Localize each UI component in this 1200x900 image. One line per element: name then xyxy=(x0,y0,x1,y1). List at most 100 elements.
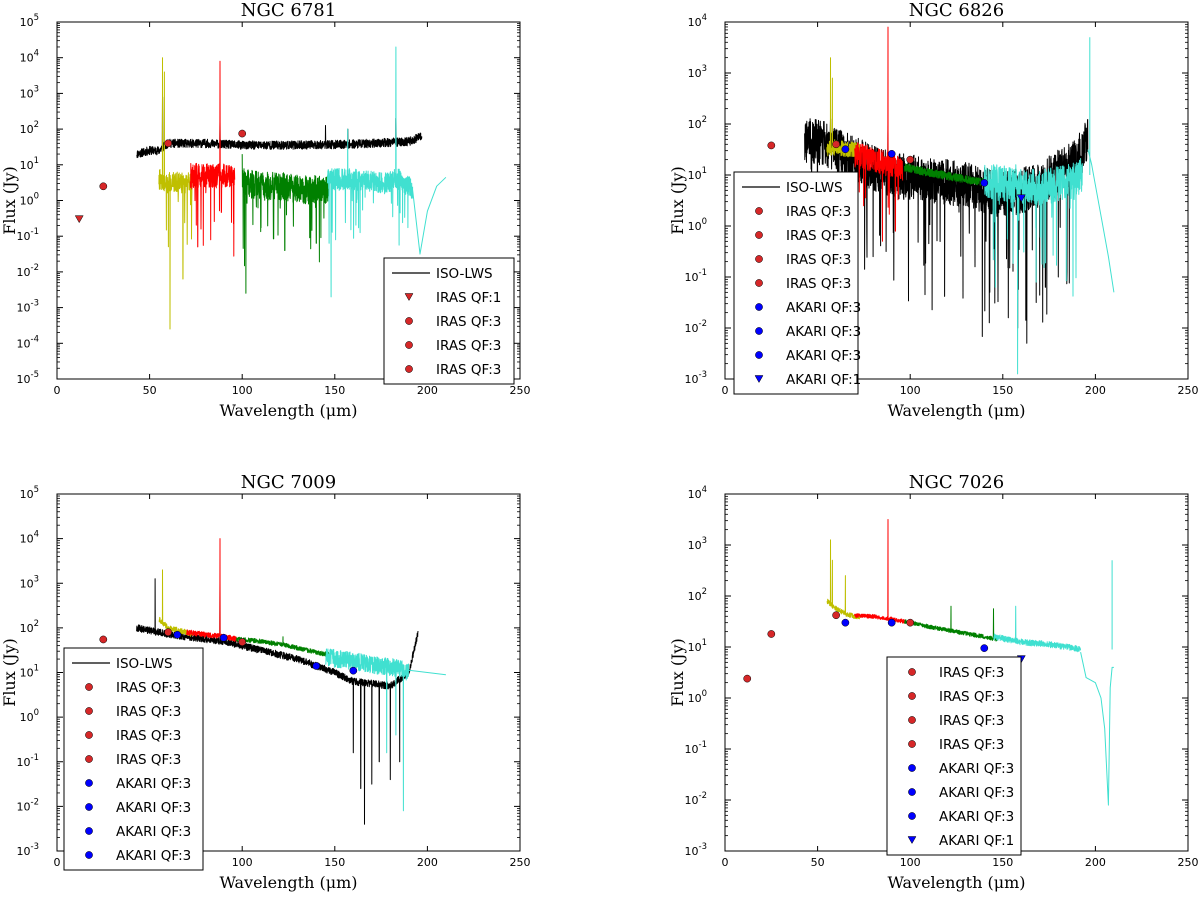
legend-circle-swatch xyxy=(405,317,413,325)
iras-marker xyxy=(238,129,247,138)
x-axis-label: Wavelength (μm) xyxy=(887,873,1025,892)
y-tick-label: 102 xyxy=(688,587,707,603)
y-tick-label: 100 xyxy=(688,689,707,705)
series-line-spectrum-segment-2 xyxy=(186,538,237,642)
series-group xyxy=(826,519,1114,806)
x-tick-label: 100 xyxy=(232,856,253,869)
legend-label: AKARI QF:3 xyxy=(786,300,861,316)
iras-marker xyxy=(74,215,84,224)
x-axis-label: Wavelength (μm) xyxy=(219,401,357,420)
akari-marker xyxy=(219,633,228,642)
series-line-spectrum-segment-3 xyxy=(241,154,330,294)
y-tick-label: 104 xyxy=(688,485,707,501)
series-line-spectrum-segment-1 xyxy=(826,539,861,620)
y-axis-label: Flux (Jy) xyxy=(0,638,19,707)
series-line-iso-lws xyxy=(136,578,419,825)
x-tick-label: 0 xyxy=(722,856,729,869)
plot-frame xyxy=(56,493,521,852)
legend-label: AKARI QF:1 xyxy=(786,372,861,388)
x-tick-label: 100 xyxy=(232,384,253,397)
legend-circle-swatch xyxy=(85,731,93,739)
legend-label: AKARI QF:1 xyxy=(939,833,1014,849)
y-tick-label: 10-2 xyxy=(17,263,39,279)
legend-label: AKARI QF:3 xyxy=(116,824,191,840)
y-tick-label: 10-2 xyxy=(17,797,39,813)
x-tick-label: 50 xyxy=(811,856,825,869)
legend-triangle-swatch xyxy=(754,375,764,384)
legend-circle-swatch xyxy=(755,327,763,335)
legend-label: AKARI QF:3 xyxy=(116,800,191,816)
series-line-spectrum-segment-2 xyxy=(854,519,905,624)
legend-label: IRAS QF:3 xyxy=(436,338,501,354)
legend-circle-swatch xyxy=(908,740,916,748)
y-tick-label: 10-3 xyxy=(17,842,39,858)
legend-circle-swatch xyxy=(85,707,93,715)
chart-title: NGC 7009 xyxy=(241,472,336,493)
y-tick-label: 101 xyxy=(688,638,707,654)
legend-circle-swatch xyxy=(908,668,916,676)
legend-label: IRAS QF:3 xyxy=(939,713,1004,729)
akari-marker xyxy=(173,630,182,639)
y-tick-label: 104 xyxy=(20,49,39,65)
legend-triangle-swatch xyxy=(907,836,917,845)
legend-label: ISO-LWS xyxy=(786,180,843,196)
y-tick-label: 10-3 xyxy=(685,842,707,858)
y-tick-label: 105 xyxy=(20,485,39,501)
legend-triangle-swatch xyxy=(404,293,414,302)
series-line-spectrum-segment-2 xyxy=(189,60,236,257)
iras-marker xyxy=(99,182,108,191)
x-tick-label: 0 xyxy=(722,384,729,397)
series-group xyxy=(136,538,446,825)
legend-label: AKARI QF:3 xyxy=(116,848,191,864)
y-tick-label: 10-5 xyxy=(17,370,39,386)
legend-circle-swatch xyxy=(85,683,93,691)
legend-circle-swatch xyxy=(755,351,763,359)
legend-circle-swatch xyxy=(405,341,413,349)
legend-circle-swatch xyxy=(85,827,93,835)
akari-marker xyxy=(980,179,989,187)
y-tick-label: 10-3 xyxy=(17,299,39,315)
iras-marker xyxy=(832,140,840,149)
series-line-spectrum-segment-4 xyxy=(326,46,447,298)
x-tick-label: 250 xyxy=(510,384,531,397)
y-axis-label: Flux (Jy) xyxy=(668,166,687,235)
y-tick-label: 10-3 xyxy=(685,370,707,386)
legend: ISO-LWS IRAS QF:1 IRAS QF:3 IRAS QF:3 IRAS Q… xyxy=(383,257,515,385)
legend-circle-swatch xyxy=(85,803,93,811)
series-line-spectrum-segment-4 xyxy=(993,560,1114,806)
legend-label: IRAS QF:3 xyxy=(116,680,181,696)
legend-label: AKARI QF:3 xyxy=(786,324,861,340)
legend: ISO-LWS IRAS QF:3 IRAS QF:3 IRAS QF:3 IRAS Q… xyxy=(733,171,861,395)
iras-marker xyxy=(164,628,172,637)
y-tick-label: 10-2 xyxy=(685,319,707,335)
legend-label: IRAS QF:3 xyxy=(786,228,851,244)
iras-marker xyxy=(164,139,172,148)
x-tick-label: 200 xyxy=(417,384,438,397)
series-line-spectrum-segment-2 xyxy=(854,26,904,242)
akari-marker xyxy=(841,145,850,154)
x-tick-label: 200 xyxy=(417,856,438,869)
iras-marker xyxy=(743,674,752,683)
legend: IRAS QF:3 IRAS QF:3 IRAS QF:3 IRAS QF:3 AKAR… xyxy=(886,656,1022,856)
legend-label: IRAS QF:3 xyxy=(786,276,851,292)
plot-frame xyxy=(724,21,1189,380)
legend-label: ISO-LWS xyxy=(436,266,493,282)
legend-circle-swatch xyxy=(908,716,916,724)
iras-marker xyxy=(238,638,247,646)
x-axis-label: Wavelength (μm) xyxy=(887,401,1025,420)
series-line-spectrum-segment-3 xyxy=(236,636,330,657)
x-tick-label: 150 xyxy=(324,384,345,397)
legend-circle-swatch xyxy=(755,303,763,311)
legend-label: IRAS QF:3 xyxy=(786,252,851,268)
legend-box xyxy=(733,171,859,395)
legend-label: AKARI QF:3 xyxy=(939,785,1014,801)
y-tick-label: 102 xyxy=(20,619,39,635)
iras-marker xyxy=(906,618,915,627)
legend-label: IRAS QF:3 xyxy=(436,362,501,378)
series-group xyxy=(136,46,447,330)
chart-title: NGC 6781 xyxy=(241,0,336,21)
x-tick-label: 150 xyxy=(324,856,345,869)
legend-label: IRAS QF:1 xyxy=(436,290,501,306)
